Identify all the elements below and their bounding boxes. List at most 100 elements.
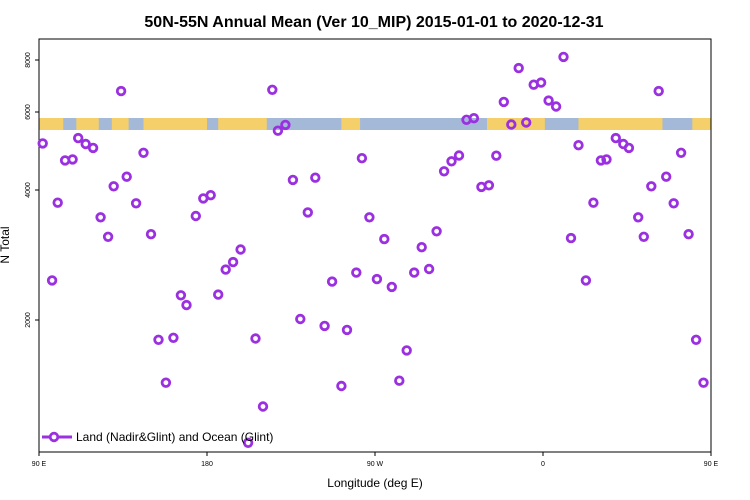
data-point	[601, 154, 612, 165]
data-point	[401, 345, 412, 356]
data-point	[623, 142, 635, 154]
data-point	[160, 377, 172, 388]
data-point	[319, 320, 330, 332]
data-point	[506, 119, 517, 130]
data-point	[205, 189, 216, 201]
data-point	[595, 155, 607, 166]
land-segment	[111, 118, 129, 130]
data-point	[416, 241, 427, 253]
data-point	[153, 334, 164, 345]
data-point	[87, 142, 99, 154]
land-segment	[341, 118, 361, 130]
land-segment	[143, 118, 207, 130]
data-point	[394, 375, 405, 386]
data-point	[272, 125, 284, 136]
data-point	[67, 154, 78, 165]
data-point	[438, 166, 450, 177]
legend-marker	[48, 431, 60, 443]
data-point	[145, 228, 157, 240]
data-point	[491, 150, 502, 161]
data-point	[573, 139, 584, 151]
data-point	[690, 334, 702, 345]
data-point	[227, 256, 239, 268]
data-point	[633, 212, 644, 223]
data-point	[550, 101, 562, 112]
data-point	[46, 275, 58, 286]
data-point	[181, 299, 192, 311]
data-point	[310, 172, 321, 183]
data-point	[565, 232, 577, 244]
data-point	[498, 96, 509, 108]
data-point	[121, 171, 132, 182]
data-point	[175, 290, 187, 301]
x-tick-label: 90 W	[367, 461, 384, 468]
land-segment	[692, 118, 711, 130]
data-point	[371, 273, 383, 285]
y-tick-label: 2000	[25, 312, 32, 328]
x-tick-label: 180	[201, 461, 213, 468]
data-point	[683, 228, 694, 240]
data-point	[302, 207, 313, 218]
y-axis-ticks: 2000 4000 6000 8000	[25, 52, 39, 328]
data-point	[446, 156, 457, 167]
y-axis-label: N Total	[0, 226, 12, 263]
series-points	[37, 51, 709, 448]
y-tick-label: 6000	[25, 104, 32, 120]
data-point	[409, 267, 420, 278]
data-point	[102, 231, 114, 242]
data-point	[364, 212, 375, 223]
data-point	[242, 437, 254, 448]
data-point	[379, 233, 390, 245]
legend: Land (Nadir&Glint) and Ocean (Glint)	[42, 430, 273, 444]
data-point	[351, 267, 362, 278]
data-point	[668, 198, 679, 209]
data-point	[295, 313, 306, 325]
data-point	[646, 181, 657, 192]
plot-area: 90 E 180 90 W 0 90 E 2000 4000 6000 8000	[25, 38, 719, 468]
data-point	[521, 117, 532, 128]
x-tick-label: 90 E	[32, 461, 47, 468]
data-point	[138, 147, 149, 158]
data-point	[95, 212, 106, 223]
data-point	[513, 62, 524, 74]
y-tick-label: 8000	[25, 52, 32, 68]
land-segment	[39, 118, 64, 130]
data-point	[130, 198, 142, 209]
data-point	[235, 244, 246, 255]
data-point	[72, 132, 84, 144]
data-point	[280, 119, 291, 131]
data-point	[653, 85, 664, 97]
land-segment	[218, 118, 267, 130]
data-point	[37, 138, 48, 149]
data-point	[190, 210, 201, 222]
data-point	[287, 174, 299, 186]
data-point	[453, 150, 465, 161]
x-axis-ticks: 90 E 180 90 W 0 90 E	[32, 452, 719, 468]
data-point	[483, 180, 495, 191]
data-point	[257, 401, 269, 412]
data-point	[52, 197, 63, 208]
data-point	[638, 231, 649, 242]
data-point	[580, 275, 592, 286]
data-point	[661, 171, 672, 182]
legend-label: Land (Nadir&Glint) and Ocean (Glint)	[76, 430, 273, 444]
data-point	[220, 264, 231, 275]
data-point	[108, 181, 119, 192]
data-point	[698, 377, 709, 388]
data-point	[336, 380, 347, 392]
data-point	[80, 138, 91, 150]
data-point	[675, 147, 687, 158]
data-point	[558, 51, 569, 63]
land-segment	[76, 118, 99, 130]
data-point	[543, 95, 554, 106]
data-point	[588, 197, 599, 208]
chart-title: 50N-55N Annual Mean (Ver 10_MIP) 2015-01…	[144, 14, 603, 31]
data-point	[212, 289, 224, 300]
data-point	[250, 333, 261, 344]
data-point	[468, 112, 480, 124]
x-tick-label: 90 E	[704, 461, 719, 468]
land-segment	[578, 118, 663, 130]
data-point	[423, 263, 435, 275]
data-point	[115, 85, 127, 97]
